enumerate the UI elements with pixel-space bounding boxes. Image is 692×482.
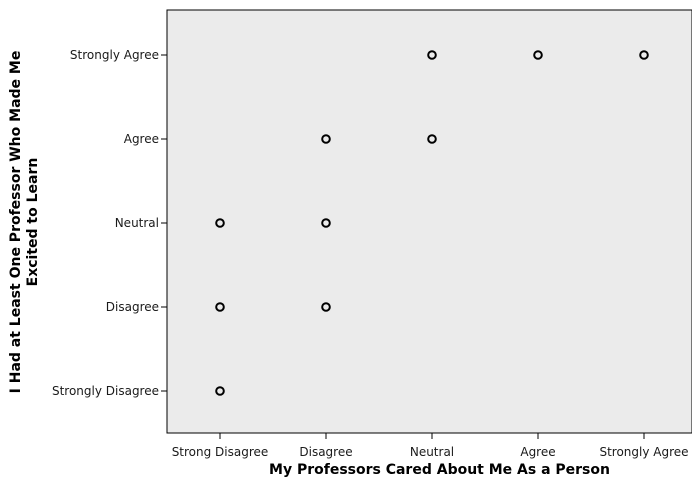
data-point-agree-strongly-agree xyxy=(533,50,543,60)
data-point-strong-disagree-strongly-disagree xyxy=(215,386,225,396)
x-tick-label-agree: Agree xyxy=(520,445,555,459)
data-points xyxy=(215,50,649,396)
plot-area xyxy=(166,9,692,434)
y-axis: Strongly Disagree Disagree Neutral Agree Str… xyxy=(52,48,167,398)
x-axis: Strong Disagree Disagree Neutral Agree Stron… xyxy=(172,433,689,459)
x-tick-label-neutral: Neutral xyxy=(410,445,454,459)
data-point-strong-disagree-neutral xyxy=(215,218,225,228)
y-tick-label-strongly-disagree: Strongly Disagree xyxy=(52,384,159,398)
y-tick-label-agree: Agree xyxy=(124,132,159,146)
data-point-strongly-agree-strongly-agree xyxy=(639,50,649,60)
data-point-disagree-agree xyxy=(321,134,331,144)
y-tick-label-strongly-agree: Strongly Agree xyxy=(70,48,159,62)
data-point-neutral-strongly-agree xyxy=(427,50,437,60)
x-tick-label-strongly-agree: Strongly Agree xyxy=(599,445,688,459)
data-point-strong-disagree-disagree xyxy=(215,302,225,312)
x-tick-label-strong-disagree: Strong Disagree xyxy=(172,445,269,459)
data-point-disagree-neutral xyxy=(321,218,331,228)
y-axis-title: I Had at Least One Professor Who Made Me… xyxy=(8,51,41,394)
x-axis-title: My Professors Cared About Me As a Person xyxy=(269,462,610,478)
y-tick-label-disagree: Disagree xyxy=(106,300,159,314)
y-tick-label-neutral: Neutral xyxy=(115,216,159,230)
y-axis-title-line-2: Excited to Learn xyxy=(25,158,41,287)
x-tick-label-disagree: Disagree xyxy=(299,445,352,459)
y-axis-title-line-1: I Had at Least One Professor Who Made Me xyxy=(8,51,24,394)
data-point-disagree-disagree xyxy=(321,302,331,312)
data-point-neutral-agree xyxy=(427,134,437,144)
